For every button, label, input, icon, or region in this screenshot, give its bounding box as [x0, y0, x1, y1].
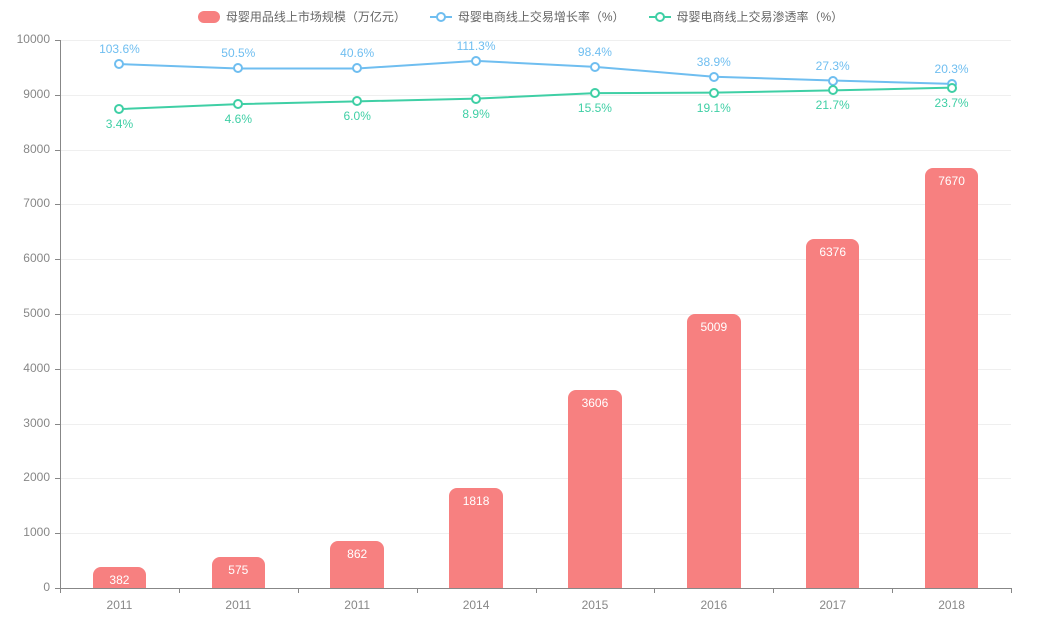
- line-point-label: 6.0%: [344, 109, 371, 123]
- legend-item[interactable]: 母婴电商线上交易增长率（%）: [430, 8, 625, 25]
- line-point[interactable]: [709, 88, 719, 98]
- line-point-label: 15.5%: [578, 101, 612, 115]
- chart-container: 母婴用品线上市场规模（万亿元） 母婴电商线上交易增长率（%） 母婴电商线上交易渗透率…: [0, 0, 1041, 628]
- x-axis-label: 2014: [463, 598, 490, 612]
- x-tick: [298, 588, 299, 593]
- line-point[interactable]: [352, 96, 362, 106]
- line-point[interactable]: [233, 63, 243, 73]
- legend-label: 母婴用品线上市场规模（万亿元）: [226, 8, 406, 25]
- x-tick: [417, 588, 418, 593]
- line-point[interactable]: [352, 63, 362, 73]
- legend-label: 母婴电商线上交易增长率（%）: [458, 8, 625, 25]
- x-tick: [892, 588, 893, 593]
- line-point-label: 4.6%: [225, 112, 252, 126]
- line-point[interactable]: [114, 104, 124, 114]
- line-point[interactable]: [114, 59, 124, 69]
- line-point[interactable]: [471, 94, 481, 104]
- line-point[interactable]: [828, 85, 838, 95]
- line-point-label: 103.6%: [99, 42, 140, 56]
- x-axis-label: 2011: [225, 598, 251, 612]
- line-point-label: 23.7%: [935, 96, 969, 110]
- line-point[interactable]: [828, 76, 838, 86]
- legend-swatch-line: [649, 11, 671, 23]
- line-point-label: 40.6%: [340, 46, 374, 60]
- x-tick: [60, 588, 61, 593]
- legend-item[interactable]: 母婴用品线上市场规模（万亿元）: [198, 8, 406, 25]
- line-point-label: 8.9%: [462, 107, 489, 121]
- x-axis-label: 2017: [819, 598, 846, 612]
- x-axis-label: 2016: [700, 598, 727, 612]
- line-point-label: 20.3%: [935, 62, 969, 76]
- line-point-label: 19.1%: [697, 101, 731, 115]
- line-point-label: 3.4%: [106, 117, 133, 131]
- line-point[interactable]: [947, 83, 957, 93]
- line-point-label: 98.4%: [578, 45, 612, 59]
- line-point-label: 111.3%: [457, 39, 496, 53]
- legend: 母婴用品线上市场规模（万亿元） 母婴电商线上交易增长率（%） 母婴电商线上交易渗透率…: [0, 8, 1041, 26]
- line-point[interactable]: [233, 99, 243, 109]
- line-point[interactable]: [471, 56, 481, 66]
- legend-swatch-bar: [198, 11, 220, 23]
- x-tick: [179, 588, 180, 593]
- x-tick: [536, 588, 537, 593]
- x-axis-label: 2011: [107, 598, 133, 612]
- x-tick: [654, 588, 655, 593]
- legend-item[interactable]: 母婴电商线上交易渗透率（%）: [649, 8, 844, 25]
- line-point-label: 50.5%: [221, 46, 255, 60]
- x-tick: [773, 588, 774, 593]
- line-point-label: 27.3%: [816, 59, 850, 73]
- x-tick: [1011, 588, 1012, 593]
- line-point-label: 38.9%: [697, 55, 731, 69]
- line-point[interactable]: [590, 62, 600, 72]
- x-axis-label: 2018: [938, 598, 965, 612]
- line-point[interactable]: [590, 88, 600, 98]
- line-point[interactable]: [709, 72, 719, 82]
- legend-label: 母婴电商线上交易渗透率（%）: [677, 8, 844, 25]
- x-axis-label: 2011: [344, 598, 370, 612]
- plot-area: 0100020003000400050006000700080009000100…: [60, 40, 1011, 588]
- lines-layer: [60, 40, 1011, 588]
- line-point-label: 21.7%: [816, 98, 850, 112]
- legend-swatch-line: [430, 11, 452, 23]
- x-axis-label: 2015: [582, 598, 609, 612]
